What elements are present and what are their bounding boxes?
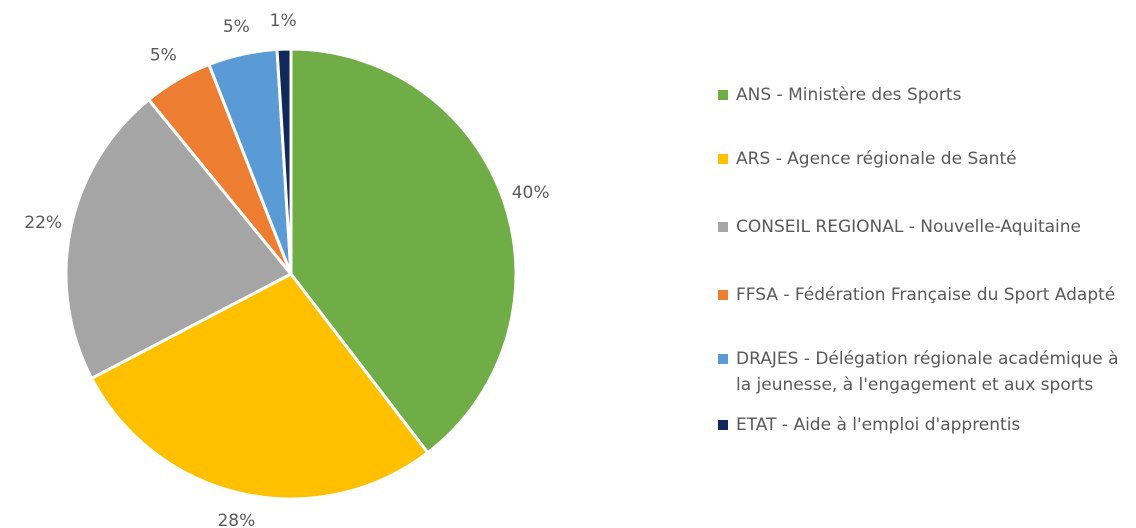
pie-slice [275,47,293,275]
legend-swatch [718,90,728,100]
legend: ANS - Ministère des Sports ARS - Agence r… [718,82,1128,438]
legend-item: DRAJES - Délégation régionale académique… [718,346,1128,398]
pie-slice [89,272,430,501]
data-label: 28% [217,511,255,528]
legend-label: DRAJES - Délégation régionale académique… [736,349,1119,395]
legend-swatch [718,154,728,164]
legend-label: ANS - Ministère des Sports [736,85,962,105]
chart: 40% 28% 22% 5% 5% 1% [24,11,550,528]
legend-label: ARS - Agence régionale de Santé [736,149,1017,169]
legend-swatch [718,222,728,232]
pie-slice [289,47,518,455]
legend-item: FFSA - Fédération Française du Sport Ada… [718,282,1128,308]
data-label: 40% [512,183,550,203]
data-label: 5% [223,17,250,37]
legend-item: ANS - Ministère des Sports [718,82,1128,108]
legend-label: FFSA - Fédération Française du Sport Ada… [736,285,1116,305]
data-label: 22% [24,213,62,233]
legend-item: CONSEIL REGIONAL - Nouvelle-Aquitaine [718,214,1128,240]
legend-label: ETAT - Aide à l'emploi d'apprentis [736,415,1021,435]
data-label: 5% [150,46,177,66]
legend-label: CONSEIL REGIONAL - Nouvelle-Aquitaine [736,217,1082,237]
legend-item: ARS - Agence régionale de Santé [718,146,1128,172]
legend-item: ETAT - Aide à l'emploi d'apprentis [718,412,1128,438]
legend-swatch [718,420,728,430]
pie-slice [64,97,294,381]
data-label: 1% [270,11,297,31]
legend-swatch [718,290,728,300]
legend-swatch [718,354,728,364]
